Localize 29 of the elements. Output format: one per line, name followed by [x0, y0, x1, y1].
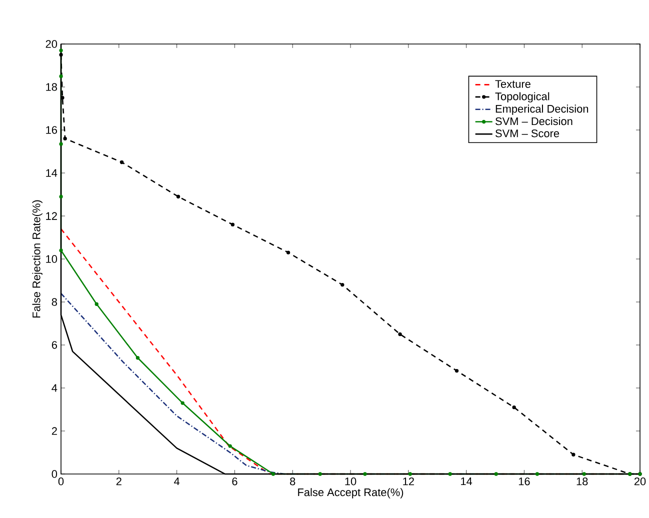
y-tick-label: 12: [46, 212, 57, 220]
x-tick-label: 4: [174, 478, 180, 486]
x-tick-label: 0: [58, 478, 64, 486]
x-tick-label: 6: [232, 478, 238, 486]
legend-label: Topological: [495, 92, 550, 102]
legend-label: Texture: [495, 80, 530, 88]
legend-label: Emperical Decision: [496, 104, 588, 115]
x-tick-label: 18: [576, 478, 588, 486]
x-axis-title: False Accept Rate(%): [298, 488, 404, 498]
y-tick-label: 0: [52, 470, 58, 478]
y-tick-label: 18: [46, 83, 57, 91]
y-tick-label: 4: [52, 384, 58, 392]
x-tick-label: 2: [116, 478, 122, 486]
legend-label: SVM – Decision: [495, 117, 572, 126]
y-tick-label: 16: [46, 126, 57, 134]
y-tick-label: 2: [52, 427, 57, 435]
y-axis-title: False Rejection Rate(%): [32, 200, 42, 318]
x-tick-label: 14: [461, 478, 472, 486]
x-tick-label: 16: [518, 478, 530, 486]
x-tick-label: 20: [634, 478, 646, 486]
x-tick-label: 10: [345, 478, 356, 486]
y-tick-label: 10: [46, 255, 58, 263]
y-tick-label: 14: [46, 169, 58, 177]
legend-label: SVM – Score: [495, 130, 560, 138]
y-tick-label: 8: [52, 298, 57, 306]
y-tick-label: 6: [52, 341, 57, 349]
x-tick-label: 12: [403, 478, 414, 486]
y-tick-label: 20: [46, 40, 58, 48]
x-tick-label: 8: [290, 478, 296, 486]
